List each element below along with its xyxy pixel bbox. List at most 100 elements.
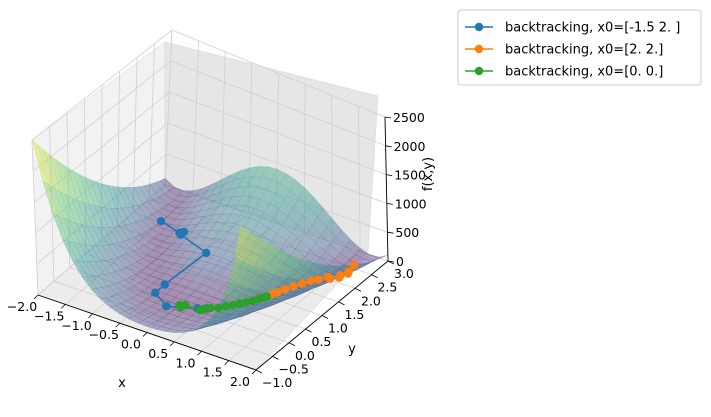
surface-patch [282, 291, 298, 301]
surface-patch [248, 282, 264, 294]
surface-patch [279, 262, 295, 277]
surface-patch [134, 270, 151, 280]
surface-patch [174, 257, 190, 266]
surface-patch [251, 243, 267, 258]
surface-patch [159, 177, 175, 191]
surface-patch [289, 248, 306, 264]
surface-patch [101, 244, 118, 260]
wall-gridline-z [35, 122, 169, 234]
y-tick-label: 1.5 [345, 307, 365, 322]
surface-patch [295, 240, 311, 258]
surface-patch [180, 319, 197, 326]
surface-patch [135, 302, 151, 311]
surface-patch [41, 179, 59, 217]
z-axis-line [384, 116, 389, 262]
surface-patch [90, 179, 106, 208]
surface-patch [170, 249, 187, 258]
data-point [206, 303, 215, 313]
surface-patch [190, 326, 206, 332]
wall-gridline-z [171, 29, 386, 118]
surface-patch [293, 197, 309, 216]
data-point [314, 275, 323, 284]
axes-panes [31, 41, 379, 371]
surface-patch [205, 321, 220, 328]
surface-patch [122, 289, 138, 299]
surface-patch [167, 199, 183, 208]
surface-patch [137, 203, 153, 218]
legend-label: backtracking, x0=[0. 0.] [505, 65, 663, 80]
surface-patch [233, 283, 249, 295]
surface-patch [138, 279, 154, 288]
y-tick-label: −1.0 [262, 375, 292, 390]
surface-patch [123, 239, 139, 252]
x-tick-mark [224, 360, 230, 365]
x-tick-mark [251, 369, 257, 375]
surface-patch [213, 312, 228, 322]
surface-patch [168, 309, 184, 317]
surface-patch [184, 210, 200, 220]
surface-patch [216, 319, 232, 325]
surface-patch [128, 237, 144, 249]
y-tick-mark [321, 315, 329, 319]
surface-patch [103, 272, 120, 285]
x-tick-label: 0.0 [121, 337, 141, 352]
surface-patch [121, 207, 137, 225]
surface-patch [228, 289, 244, 300]
surface-patch [241, 263, 256, 289]
surface-patch [222, 280, 236, 302]
surface-patch [211, 264, 227, 276]
surface-patch [229, 310, 246, 316]
surface-patch [213, 189, 230, 202]
surface-patch [99, 260, 116, 274]
surface-patch [279, 296, 294, 303]
surface-patch [258, 269, 275, 283]
x-tick-mark [33, 294, 39, 300]
surface-patch [243, 166, 260, 178]
surface-patch [107, 284, 124, 295]
surface-patch [195, 195, 211, 207]
surface-patch [305, 285, 320, 293]
surface-patch [248, 266, 262, 290]
surface-patch [143, 241, 159, 251]
y-axis-label: y [348, 342, 356, 357]
surface-patch [296, 215, 313, 234]
surface-patch [199, 237, 216, 247]
surface-patch [243, 217, 259, 231]
wall-gridline-y [66, 112, 71, 268]
surface-patch [63, 218, 80, 245]
surface-patch [269, 298, 286, 303]
surface-patch [275, 248, 291, 264]
surface-patch [127, 315, 144, 324]
z-tick-mark [386, 174, 393, 176]
surface-patch [182, 272, 198, 282]
surface-patch [222, 317, 237, 323]
surface-patch [199, 322, 214, 327]
surface-patch [199, 200, 215, 212]
surface-patch [286, 255, 301, 279]
surface-patch [204, 287, 220, 298]
surface-patch [280, 253, 294, 278]
surface-patch [234, 225, 248, 261]
surface-patch [113, 282, 129, 293]
surface-patch [73, 242, 90, 262]
surface-patch [163, 268, 180, 277]
surface-patch [201, 222, 217, 231]
surface-patch [242, 288, 259, 299]
surface-patch [209, 238, 225, 249]
surface-patch [151, 320, 168, 327]
surface-patch [213, 320, 229, 324]
surface-patch [65, 194, 82, 225]
surface-patch [267, 217, 283, 234]
wall-gridline-z [31, 29, 173, 141]
surface-patch [175, 322, 191, 329]
x-tick-label: 0.5 [148, 346, 168, 361]
surface-patch [287, 206, 303, 225]
surface-patch [95, 181, 111, 209]
surface-patch [245, 196, 261, 209]
z-tick-label: 0 [396, 254, 404, 269]
surface-patch [88, 204, 104, 228]
surface-patch [242, 238, 258, 252]
surface-patch [156, 253, 172, 262]
legend-entry: backtracking, x0=[-1.5 2. ] [465, 21, 680, 36]
surface-patch [132, 248, 148, 259]
